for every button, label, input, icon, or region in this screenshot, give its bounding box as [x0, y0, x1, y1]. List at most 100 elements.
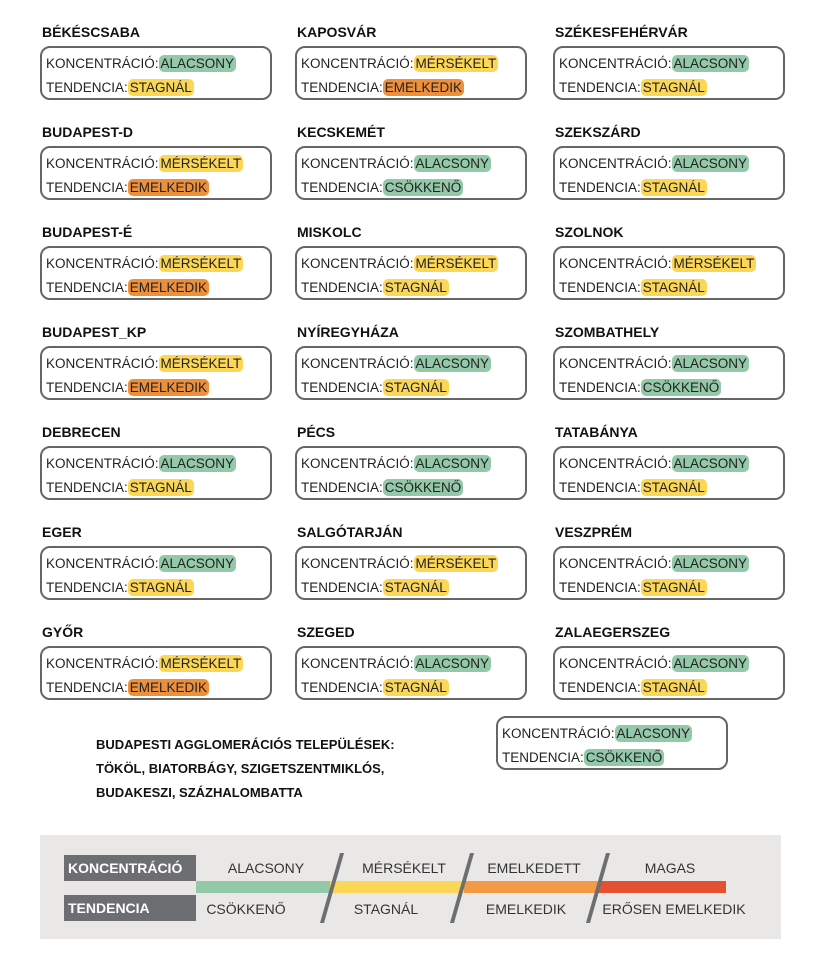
- concentration-badge: ALACSONY: [413, 155, 492, 172]
- trend-badge: STAGNÁL: [640, 79, 707, 96]
- status-box: KONCENTRÁCIÓ: ALACSONY TENDENCIA: STAGNÁL: [40, 446, 272, 500]
- city-card: SZOLNOK KONCENTRÁCIÓ: MÉRSÉKELT TENDENCIA…: [553, 224, 785, 300]
- city-card: PÉCS KONCENTRÁCIÓ: ALACSONY TENDENCIA: CSÖ…: [295, 424, 527, 500]
- trend-label: TENDENCIA:: [46, 480, 128, 495]
- trend-label: TENDENCIA:: [301, 680, 383, 695]
- trend-label: TENDENCIA:: [559, 280, 641, 295]
- city-name: ZALAEGERSZEG: [555, 624, 671, 640]
- trend-label: TENDENCIA:: [559, 480, 641, 495]
- status-box: KONCENTRÁCIÓ: MÉRSÉKELT TENDENCIA: STAGNÁL: [553, 246, 785, 300]
- concentration-label: KONCENTRÁCIÓ:: [301, 556, 414, 571]
- trend-badge: CSÖKKENŐ: [382, 179, 464, 196]
- legend-conc-level: MÉRSÉKELT: [362, 860, 446, 876]
- status-box: KONCENTRÁCIÓ: ALACSONY TENDENCIA: STAGNÁL: [40, 546, 272, 600]
- concentration-label: KONCENTRÁCIÓ:: [559, 556, 672, 571]
- city-card: MISKOLC KONCENTRÁCIÓ: MÉRSÉKELT TENDENCIA…: [295, 224, 527, 300]
- status-box: KONCENTRÁCIÓ: ALACSONY TENDENCIA: STAGNÁL: [553, 446, 785, 500]
- concentration-badge: MÉRSÉKELT: [158, 355, 244, 372]
- concentration-badge: ALACSONY: [413, 455, 492, 472]
- trend-label: TENDENCIA:: [301, 180, 383, 195]
- city-card: EGER KONCENTRÁCIÓ: ALACSONY TENDENCIA: STA…: [40, 524, 272, 600]
- city-name: PÉCS: [297, 424, 336, 440]
- concentration-badge: ALACSONY: [671, 355, 750, 372]
- city-name: GYŐR: [42, 624, 84, 640]
- concentration-label: KONCENTRÁCIÓ:: [502, 726, 615, 741]
- city-name: KECSKEMÉT: [297, 124, 385, 140]
- trend-badge: STAGNÁL: [640, 579, 707, 596]
- status-box: KONCENTRÁCIÓ: MÉRSÉKELT TENDENCIA: STAGNÁL: [295, 246, 527, 300]
- city-card: VESZPRÉM KONCENTRÁCIÓ: ALACSONY TENDENCIA…: [553, 524, 785, 600]
- concentration-badge: ALACSONY: [671, 655, 750, 672]
- trend-label: TENDENCIA:: [46, 580, 128, 595]
- city-name: SZEKSZÁRD: [555, 124, 641, 140]
- trend-badge: CSÖKKENŐ: [583, 749, 665, 766]
- legend-bar-yellow: [330, 881, 464, 893]
- legend-trend-level: ERŐSEN EMELKEDIK: [602, 901, 746, 917]
- city-name: VESZPRÉM: [555, 524, 633, 540]
- trend-label: TENDENCIA:: [46, 280, 128, 295]
- city-name: KAPOSVÁR: [297, 24, 377, 40]
- legend-conc-level: EMELKEDETT: [487, 860, 581, 876]
- concentration-label: KONCENTRÁCIÓ:: [301, 256, 414, 271]
- trend-badge: STAGNÁL: [640, 179, 707, 196]
- city-name: EGER: [42, 524, 82, 540]
- trend-badge: STAGNÁL: [127, 479, 194, 496]
- legend-concentration-label: KONCENTRÁCIÓ: [64, 855, 196, 881]
- status-box: KONCENTRÁCIÓ: ALACSONY TENDENCIA: STAGNÁL: [553, 46, 785, 100]
- city-name: TATABÁNYA: [555, 424, 638, 440]
- trend-badge: STAGNÁL: [382, 679, 449, 696]
- concentration-badge: ALACSONY: [158, 455, 237, 472]
- trend-badge: STAGNÁL: [382, 279, 449, 296]
- concentration-badge: ALACSONY: [158, 555, 237, 572]
- legend-conc-level: ALACSONY: [227, 860, 305, 876]
- concentration-label: KONCENTRÁCIÓ:: [46, 56, 159, 71]
- trend-badge: EMELKEDIK: [382, 79, 465, 96]
- concentration-badge: ALACSONY: [671, 155, 750, 172]
- agglomeration-line: TÖKÖL, BIATORBÁGY, SZIGETSZENTMIKLÓS,: [96, 761, 385, 776]
- city-name: SZOLNOK: [555, 224, 624, 240]
- trend-badge: STAGNÁL: [640, 679, 707, 696]
- trend-badge: CSÖKKENŐ: [640, 379, 722, 396]
- status-box: KONCENTRÁCIÓ: MÉRSÉKELT TENDENCIA: EMELKED…: [40, 346, 272, 400]
- trend-label: TENDENCIA:: [301, 380, 383, 395]
- trend-label: TENDENCIA:: [301, 280, 383, 295]
- trend-label: TENDENCIA:: [46, 680, 128, 695]
- trend-label: TENDENCIA:: [559, 380, 641, 395]
- concentration-badge: ALACSONY: [671, 555, 750, 572]
- city-card: SZEKSZÁRD KONCENTRÁCIÓ: ALACSONY TENDENCI…: [553, 124, 785, 200]
- status-box: KONCENTRÁCIÓ: ALACSONY TENDENCIA: STAGNÁL: [553, 646, 785, 700]
- concentration-label: KONCENTRÁCIÓ:: [559, 356, 672, 371]
- trend-badge: STAGNÁL: [640, 279, 707, 296]
- legend-trend-level: CSÖKKENŐ: [206, 901, 286, 917]
- status-box: KONCENTRÁCIÓ: ALACSONY TENDENCIA: CSÖKKENŐ: [496, 716, 728, 770]
- status-box: KONCENTRÁCIÓ: ALACSONY TENDENCIA: CSÖKKENŐ: [295, 146, 527, 200]
- concentration-label: KONCENTRÁCIÓ:: [46, 256, 159, 271]
- concentration-label: KONCENTRÁCIÓ:: [559, 656, 672, 671]
- legend-bar-red: [598, 881, 726, 893]
- status-box: KONCENTRÁCIÓ: MÉRSÉKELT TENDENCIA: EMELKED…: [40, 646, 272, 700]
- legend-trend-label: TENDENCIA: [64, 895, 196, 921]
- city-card: SZOMBATHELY KONCENTRÁCIÓ: ALACSONY TENDEN…: [553, 324, 785, 400]
- city-name: BUDAPEST-D: [42, 124, 134, 140]
- concentration-badge: ALACSONY: [158, 55, 237, 72]
- status-box: KONCENTRÁCIÓ: MÉRSÉKELT TENDENCIA: EMELKED…: [40, 146, 272, 200]
- concentration-badge: MÉRSÉKELT: [158, 255, 244, 272]
- trend-badge: STAGNÁL: [382, 579, 449, 596]
- city-card: DEBRECEN KONCENTRÁCIÓ: ALACSONY TENDENCIA…: [40, 424, 272, 500]
- concentration-badge: ALACSONY: [413, 655, 492, 672]
- trend-badge: STAGNÁL: [127, 79, 194, 96]
- legend-conc-level: MAGAS: [644, 860, 696, 876]
- trend-badge: EMELKEDIK: [127, 379, 210, 396]
- city-card: TATABÁNYA KONCENTRÁCIÓ: ALACSONY TENDENCI…: [553, 424, 785, 500]
- trend-label: TENDENCIA:: [559, 580, 641, 595]
- status-box: KONCENTRÁCIÓ: ALACSONY TENDENCIA: CSÖKKENŐ: [553, 346, 785, 400]
- concentration-badge: ALACSONY: [671, 55, 750, 72]
- city-name: BUDAPEST_KP: [42, 324, 147, 340]
- status-box: KONCENTRÁCIÓ: ALACSONY TENDENCIA: STAGNÁL: [40, 46, 272, 100]
- concentration-label: KONCENTRÁCIÓ:: [301, 56, 414, 71]
- status-box: KONCENTRÁCIÓ: MÉRSÉKELT TENDENCIA: EMELKED…: [295, 46, 527, 100]
- trend-label: TENDENCIA:: [46, 180, 128, 195]
- concentration-badge: MÉRSÉKELT: [671, 255, 757, 272]
- concentration-label: KONCENTRÁCIÓ:: [301, 656, 414, 671]
